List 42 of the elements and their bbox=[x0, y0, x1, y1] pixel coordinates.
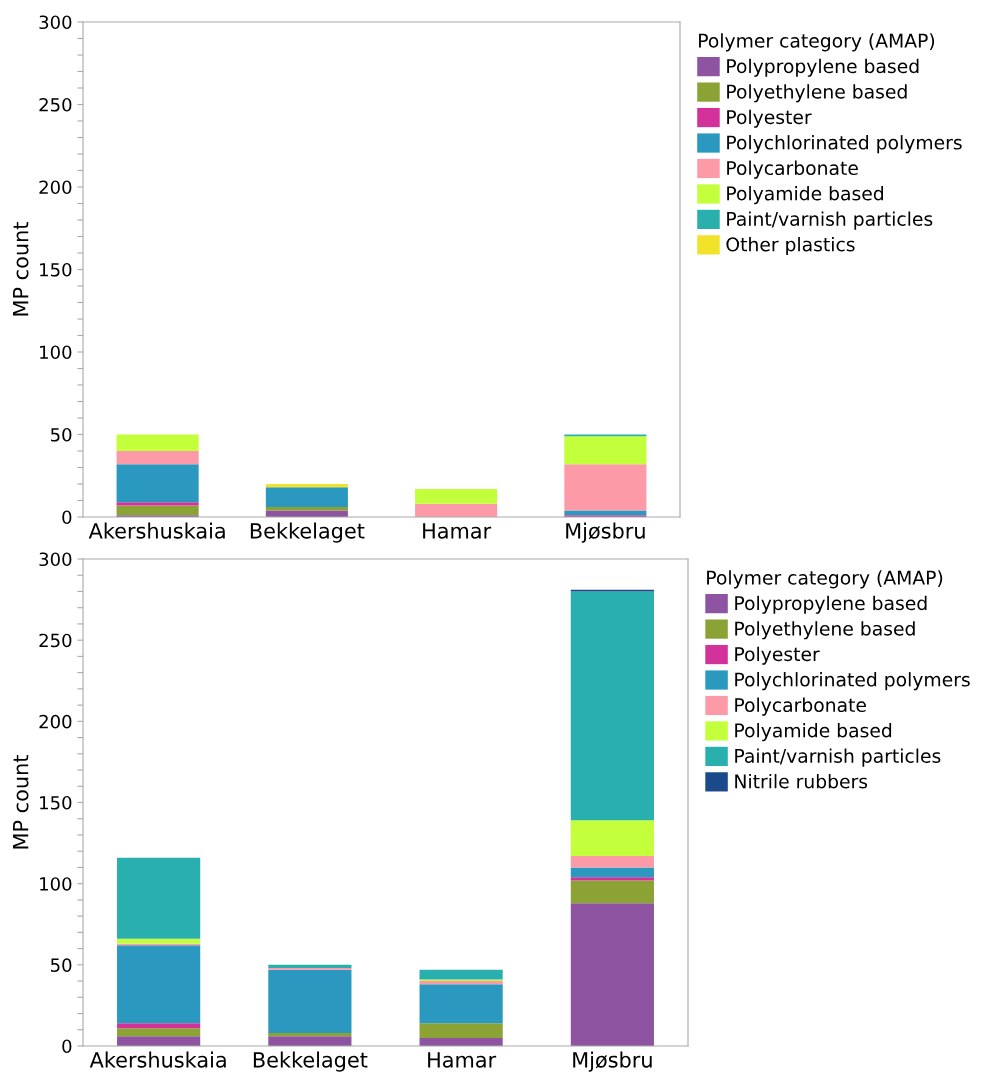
legend-label: Polyester bbox=[735, 646, 820, 665]
y-tick-label: 50 bbox=[51, 427, 72, 442]
x-tick-label: Bekkelaget bbox=[250, 522, 365, 543]
y-tick-label: 100 bbox=[40, 345, 72, 360]
y-tick-label: 150 bbox=[40, 262, 72, 277]
legend-label: Polyester bbox=[727, 109, 812, 128]
legend-label: Paint/varnish particles bbox=[727, 211, 933, 230]
y-tick-label: 300 bbox=[39, 15, 72, 30]
legend-label: Polycarbonate bbox=[735, 697, 866, 716]
legend-label: Polychlorinated polymers bbox=[735, 672, 970, 691]
x-tick-label: Bekkelaget bbox=[253, 1051, 368, 1072]
legend-label: Other plastics bbox=[726, 236, 855, 256]
y-tick-label: 0 bbox=[62, 1039, 72, 1054]
x-tick-label: Mjøsbru bbox=[573, 1051, 652, 1072]
x-tick-label: Akershuskaia bbox=[89, 1051, 226, 1068]
y-axis-title: MP count bbox=[13, 222, 29, 316]
legend-label: Nitrile rubbers bbox=[735, 773, 868, 789]
y-tick-label: 300 bbox=[39, 552, 72, 567]
legend-label: Polycarbonate bbox=[727, 160, 858, 179]
x-tick-label: Hamar bbox=[423, 523, 492, 539]
y-tick-label: 200 bbox=[39, 714, 72, 729]
y-tick-label: 250 bbox=[39, 633, 72, 648]
legend-label: Polyethylene based bbox=[727, 84, 907, 103]
x-tick-label: Akershuskaia bbox=[88, 522, 225, 539]
y-tick-label: 100 bbox=[40, 877, 72, 891]
legend-title: Polymer category (AMAP) bbox=[707, 570, 943, 589]
legend-label: Polychlorinated polymers bbox=[727, 135, 962, 154]
y-axis-title: MP count bbox=[13, 755, 29, 849]
legend-label: Polypropylene based bbox=[735, 595, 927, 614]
y-tick-label: 0 bbox=[62, 510, 72, 525]
y-tick-label: 250 bbox=[39, 97, 72, 112]
legend-label: Polyamide based bbox=[735, 723, 892, 742]
x-tick-label: Mjøsbru bbox=[566, 522, 645, 543]
y-tick-label: 200 bbox=[39, 180, 72, 195]
legend-title: Polymer category (AMAP) bbox=[699, 33, 935, 52]
y-tick-label: 150 bbox=[40, 795, 72, 810]
legend-label: Polypropylene based bbox=[727, 58, 919, 77]
x-tick-label: Hamar bbox=[428, 1052, 497, 1068]
legend-label: Polyamide based bbox=[727, 186, 884, 205]
legend-label: Polyethylene based bbox=[735, 621, 915, 640]
y-tick-label: 50 bbox=[51, 958, 72, 972]
legend-label: Paint/varnish particles bbox=[735, 748, 941, 767]
